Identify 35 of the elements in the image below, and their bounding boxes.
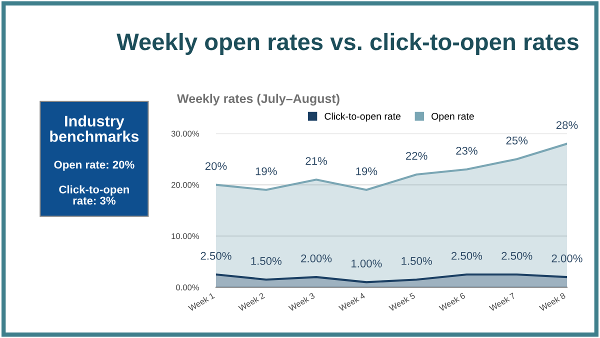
data-label: 2.00% (301, 254, 332, 262)
text: Industry benchmarks (50, 115, 139, 142)
data-label: 23% (456, 146, 478, 155)
data-label: 2.50% (200, 252, 232, 260)
data-label: 2.00% (552, 254, 582, 262)
y-tick-label: 0.00% (176, 284, 200, 290)
x-tick-label: Week 8 (538, 292, 566, 312)
data-label: 28% (556, 121, 578, 130)
x-tick-label: Week 5 (388, 292, 416, 312)
text: Click-to-open rate: 3% (59, 185, 130, 205)
x-tick-label: Week 6 (438, 292, 466, 312)
text: Open rate: 20% (54, 160, 134, 171)
chart-subtitle: Weekly rates (July–August) (177, 94, 340, 106)
x-tick-label: Week 2 (238, 292, 265, 312)
legend-label: Click-to-open rate (324, 112, 401, 122)
y-tick-label: 20.00% (171, 182, 200, 188)
data-label: 2.50% (502, 252, 532, 260)
x-tick-label: Week 3 (288, 292, 316, 312)
data-label: 25% (506, 136, 528, 144)
x-tick-label: Week 7 (488, 292, 516, 312)
data-label: 20% (205, 162, 227, 170)
y-tick-label: 30.00% (171, 130, 200, 137)
data-label: 1.00% (352, 260, 382, 268)
data-label: 1.50% (402, 257, 432, 265)
data-label: 22% (406, 152, 428, 160)
x-tick-label: Week 4 (338, 292, 366, 312)
data-label: 19% (356, 167, 378, 176)
x-tick-label: Week 1 (188, 292, 215, 312)
data-label: 21% (306, 157, 328, 165)
data-label: 2.50% (452, 252, 482, 260)
legend-label: Open rate (432, 112, 474, 122)
y-tick-label: 10.00% (172, 233, 200, 240)
data-label: 19% (256, 167, 277, 176)
data-label: 1.50% (251, 257, 282, 265)
chart-title: Weekly open rates vs. click-to-open rates (116, 32, 578, 55)
